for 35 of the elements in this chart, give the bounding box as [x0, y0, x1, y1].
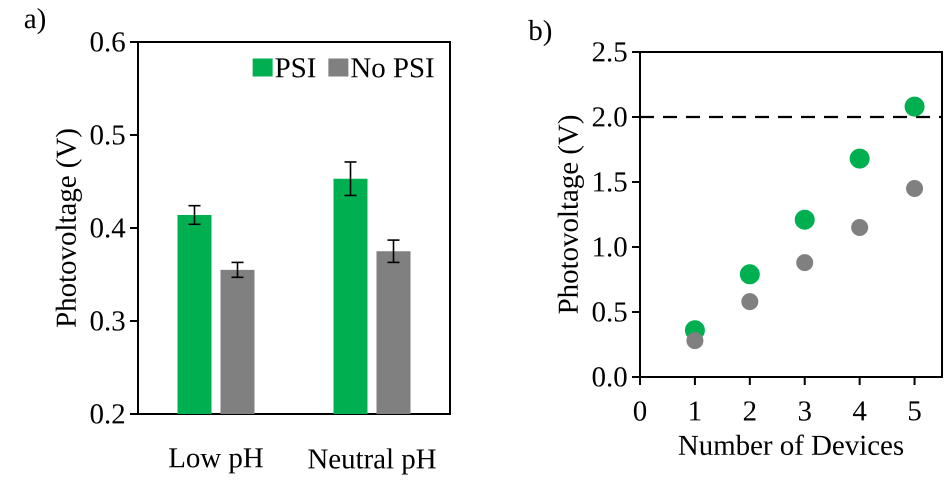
chart-title: b) [528, 20, 552, 46]
y-tick-label: 0.5 [90, 125, 125, 145]
y-axis-title: Photovoltage (V) [558, 116, 584, 314]
x-tick-label: 2 [744, 401, 756, 420]
y-tick-label: 0.6 [90, 32, 125, 52]
x-tick-label: 4 [852, 401, 866, 420]
x-tick-label: 0 [634, 401, 646, 421]
chart-title: a) [24, 8, 45, 34]
point [796, 254, 814, 272]
y-axis-title: Photovoltage (V) [56, 129, 82, 328]
point [851, 219, 868, 236]
y-tick-label: 1.5 [594, 172, 627, 192]
point [686, 332, 704, 350]
x-tick-label: Low pH [169, 448, 263, 474]
y-tick-label: 0.5 [592, 302, 627, 322]
y-tick-label: 1.0 [594, 237, 627, 257]
point [741, 293, 758, 310]
point [904, 96, 925, 117]
y-tick-label: 2.0 [592, 107, 627, 127]
legend-label: PSI [275, 58, 316, 78]
y-tick-label: 0.3 [90, 311, 125, 331]
x-tick-label: 5 [909, 401, 921, 421]
x-tick-label: 1 [690, 401, 700, 420]
y-tick-label: 0.2 [90, 404, 124, 424]
x-tick-label: 3 [798, 401, 811, 421]
point [850, 148, 870, 169]
x-tick-label: Neutral pH [308, 448, 436, 475]
y-tick-label: 0.4 [90, 218, 126, 238]
x-axis-title: Number of Devices [678, 434, 904, 456]
y-tick-label: 2.5 [592, 42, 627, 62]
legend-label: No PSI [351, 58, 434, 78]
y-tick-label: 0.0 [592, 367, 627, 387]
point [794, 210, 815, 230]
point [906, 180, 924, 197]
point [740, 264, 760, 284]
